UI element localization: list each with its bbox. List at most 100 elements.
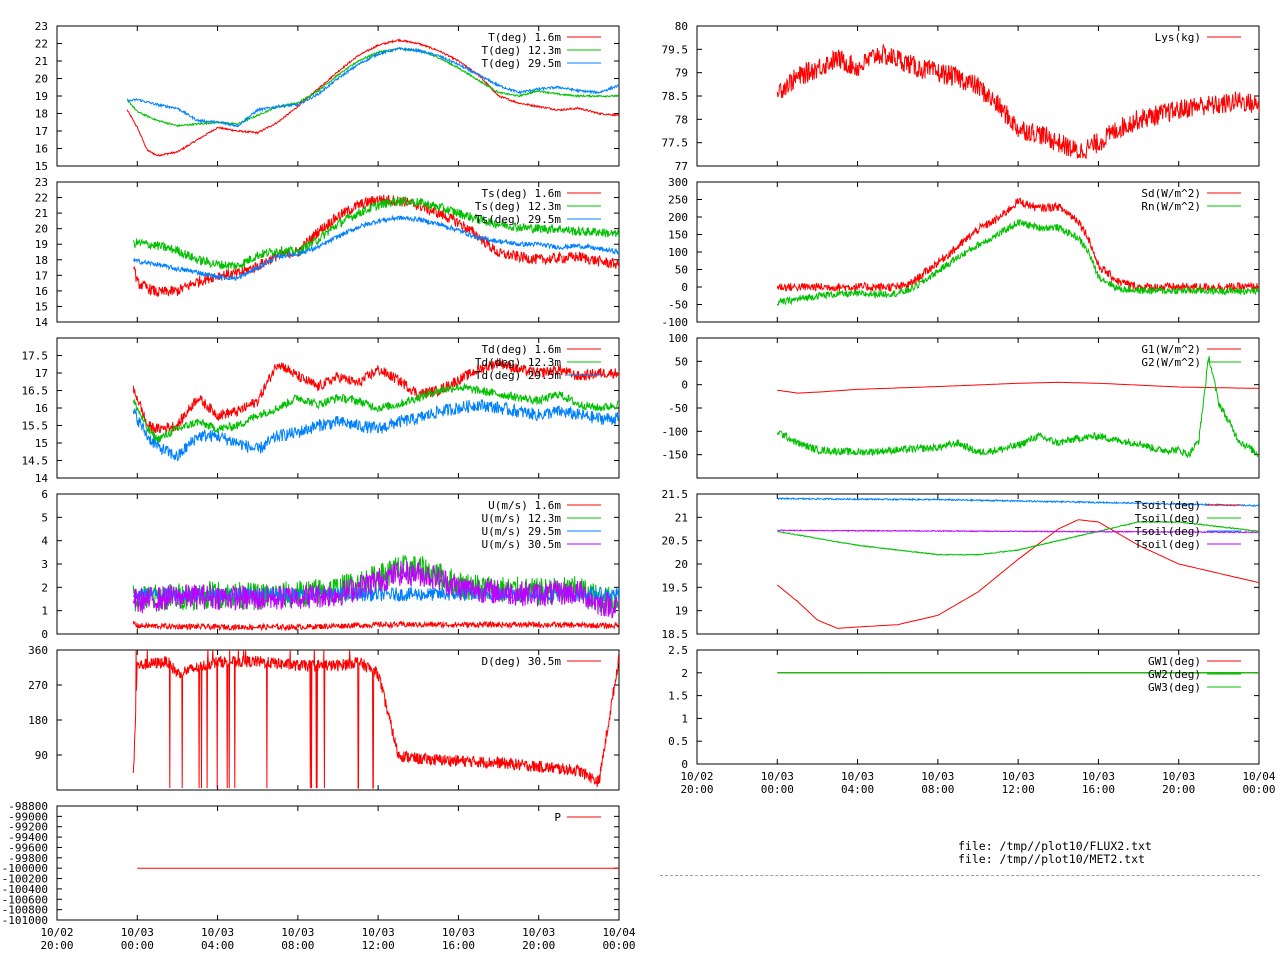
- series-line-1: [132, 196, 619, 270]
- y-tick-label: -99400: [8, 831, 48, 844]
- file-line-met2: file: /tmp//plot10/MET2.txt: [958, 852, 1145, 866]
- legend-label: T(deg) 1.6m: [488, 31, 561, 44]
- plot-frame: [56, 805, 620, 921]
- y-tick-label: 21: [675, 511, 688, 524]
- x-tick-label-date: 10/03: [522, 926, 555, 939]
- y-tick-label: 78.5: [662, 90, 689, 103]
- y-tick-label: -99800: [8, 852, 48, 865]
- y-tick-label: 16: [35, 285, 48, 298]
- y-tick-label: 100: [668, 246, 688, 259]
- series-line-2: [133, 214, 619, 282]
- x-tick-label-time: 00:00: [1242, 783, 1275, 796]
- y-tick-label: 21: [35, 207, 48, 220]
- y-tick-label: -100: [662, 316, 689, 329]
- y-tick-label: 90: [35, 749, 48, 762]
- legend-label: T(deg) 29.5m: [482, 57, 562, 70]
- y-tick-label: -99200: [8, 821, 48, 834]
- x-tick-label-date: 10/03: [201, 926, 234, 939]
- series-line-0: [776, 197, 1259, 293]
- y-tick-label: 17.5: [22, 350, 49, 363]
- y-tick-label: 20.5: [662, 535, 689, 548]
- x-tick-label-date: 10/03: [1002, 770, 1035, 783]
- y-tick-label: 21: [35, 55, 48, 68]
- legend-label: Sd(W/m^2): [1141, 187, 1201, 200]
- x-tick-label-date: 10/04: [602, 926, 635, 939]
- plot-area: [132, 555, 619, 632]
- y-tick-label: 15: [35, 300, 48, 313]
- y-tick-label: 270: [28, 679, 48, 692]
- plot-area: [132, 194, 619, 297]
- y-tick-label: 19: [675, 605, 688, 618]
- series-line-0: [777, 381, 1259, 394]
- chart-panel-left-5: 90 180 270 360 D(deg) 30.5m: [28, 644, 620, 791]
- y-tick-label: 23: [35, 176, 48, 189]
- series-line-3: [132, 560, 619, 619]
- series-line-0: [776, 519, 1259, 629]
- x-tick-label-time: 20:00: [680, 783, 713, 796]
- plot-area: [132, 358, 619, 462]
- y-tick-label: 150: [668, 229, 688, 242]
- y-tick-label: 20: [35, 73, 48, 86]
- y-tick-label: 15.5: [22, 420, 49, 433]
- plot-area: [126, 38, 619, 157]
- chart-panel-left-4: 0 1 2 3 4 5 6 U(m/s) 1.6mU(m/s) 12.3mU(m/s) 29.…: [41, 488, 620, 641]
- y-tick-label: 250: [668, 194, 688, 207]
- y-tick-label: 4: [41, 535, 48, 548]
- y-tick-label: 23: [35, 20, 48, 33]
- x-tick-label-date: 10/03: [761, 770, 794, 783]
- y-tick-label: -50: [668, 299, 688, 312]
- y-tick-label: 14: [35, 316, 49, 329]
- plot-area: [776, 197, 1259, 306]
- legend-label: Tsoil(deg): [1135, 499, 1201, 512]
- y-tick-label: 16.5: [22, 385, 49, 398]
- y-tick-label: 21.5: [662, 488, 689, 501]
- legend-label: GW1(deg): [1148, 655, 1201, 668]
- series-line-2: [127, 46, 619, 128]
- series-line-1: [777, 520, 1259, 556]
- x-tick-label-time: 00:00: [121, 939, 154, 952]
- series-line-0: [132, 620, 619, 632]
- chart-panel-right-1: 77 77.5 78 78.5 79 79.5 80 Lys(kg): [662, 20, 1260, 173]
- chart-panel-left-1: 15 16 17 18 19 20 21 22 23 T(deg) 1.6mT(deg) 12.3…: [35, 20, 620, 173]
- plot-area: [776, 356, 1259, 459]
- y-tick-label: -99600: [8, 841, 48, 854]
- legend-label: Tsoil(deg): [1135, 512, 1201, 525]
- y-tick-label: 79: [675, 67, 688, 80]
- y-tick-label: 14: [35, 472, 49, 485]
- plot-area: [776, 497, 1259, 629]
- legend-label: Lys(kg): [1155, 31, 1201, 44]
- y-tick-label: -100600: [2, 893, 48, 906]
- y-tick-label: 50: [675, 355, 688, 368]
- x-tick-label-date: 10/03: [921, 770, 954, 783]
- y-tick-label: -101000: [2, 914, 48, 927]
- y-tick-label: -100200: [2, 873, 48, 886]
- legend-label: Td(deg) 1.6m: [482, 343, 562, 356]
- x-tick-label-time: 04:00: [841, 783, 874, 796]
- y-tick-label: 78: [675, 113, 688, 126]
- y-tick-label: -98800: [8, 800, 48, 813]
- file-list: file: /tmp//plot10/FLUX2.txt file: /tmp//…: [958, 840, 1152, 866]
- x-tick-label-date: 10/02: [680, 770, 713, 783]
- y-tick-label: 0: [681, 379, 688, 392]
- y-tick-label: 2: [681, 667, 688, 680]
- legend-label: U(m/s) 29.5m: [482, 525, 562, 538]
- legend-label: T(deg) 12.3m: [482, 44, 562, 57]
- y-tick-label: 50: [675, 264, 688, 277]
- y-tick-label: 180: [28, 714, 48, 727]
- y-tick-label: -100000: [2, 862, 48, 875]
- x-tick-label-time: 04:00: [201, 939, 234, 952]
- legend-label: Ts(deg) 12.3m: [475, 200, 561, 213]
- y-tick-label: 2: [41, 581, 48, 594]
- x-tick-label-time: 20:00: [522, 939, 555, 952]
- y-tick-label: 22: [35, 192, 48, 205]
- y-tick-label: 80: [675, 20, 688, 33]
- y-tick-label: 1: [41, 605, 48, 618]
- legend-label: GW3(deg): [1148, 681, 1201, 694]
- x-tick-label-date: 10/03: [1082, 770, 1115, 783]
- file-line-flux2: file: /tmp//plot10/FLUX2.txt: [958, 839, 1152, 853]
- y-tick-label: 17: [35, 367, 48, 380]
- plot-area: [776, 43, 1259, 160]
- legend-label: U(m/s) 1.6m: [488, 499, 561, 512]
- y-tick-label: 20: [35, 223, 48, 236]
